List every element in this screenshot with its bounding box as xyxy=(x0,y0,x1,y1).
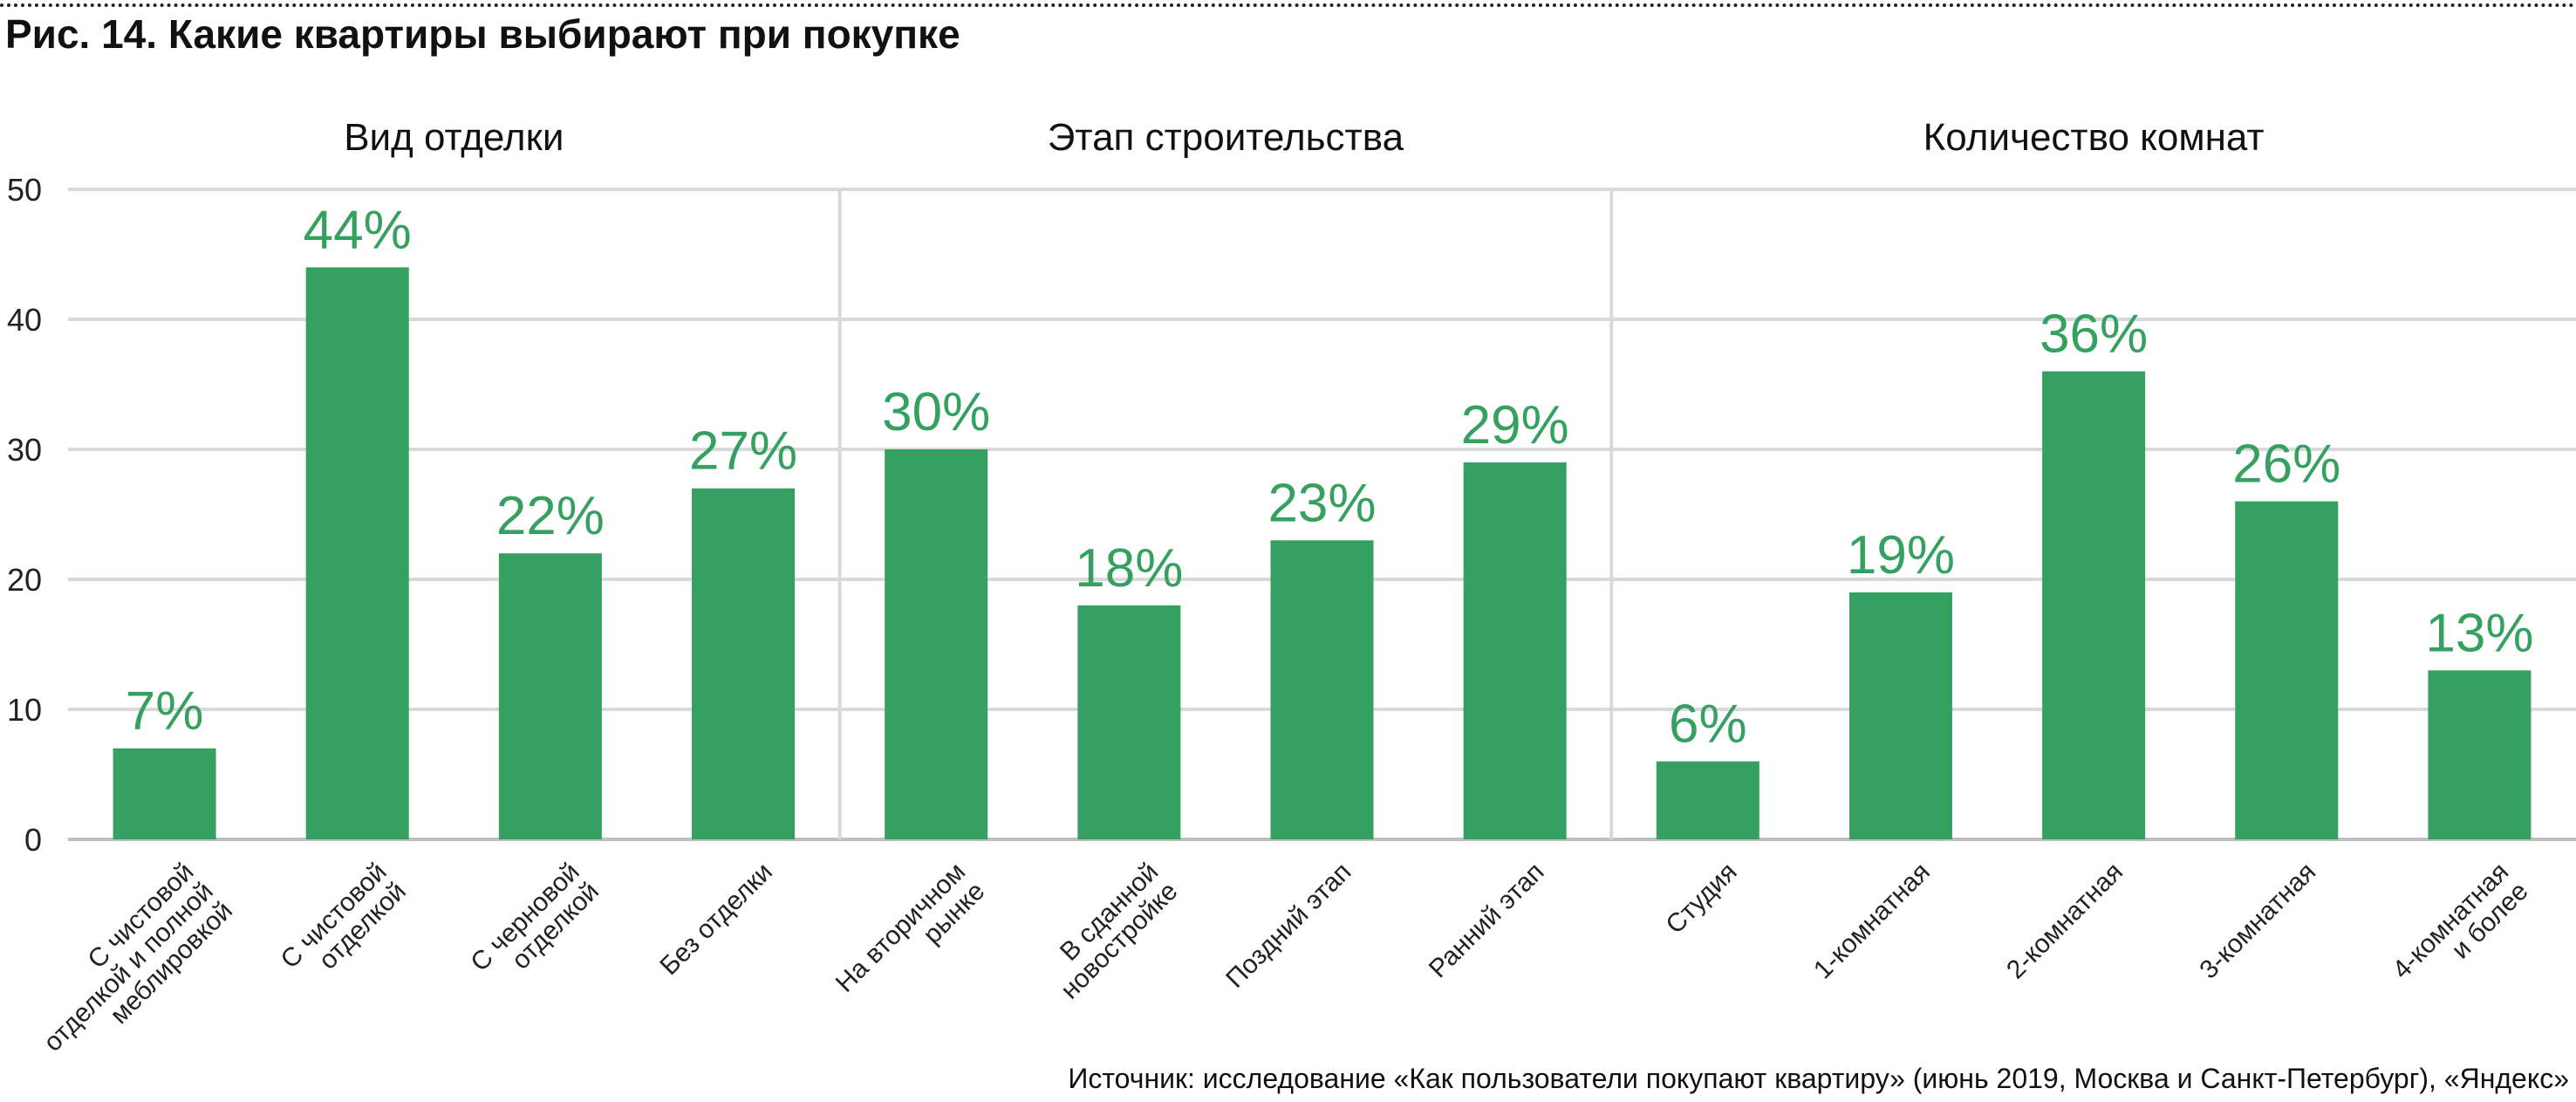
data-label: 13% xyxy=(2425,603,2533,663)
x-tick-label: 4-комнатнаяи более xyxy=(2387,858,2533,1004)
data-label: 29% xyxy=(1461,395,1569,455)
bar xyxy=(1463,462,1567,839)
group-header: Этап строительства xyxy=(1048,116,1404,159)
bar xyxy=(498,553,602,839)
bar xyxy=(2235,501,2339,839)
bar xyxy=(1656,761,1759,839)
bar xyxy=(692,488,796,839)
y-tick-label: 0 xyxy=(24,822,42,858)
data-label: 6% xyxy=(1669,695,1747,755)
group-header: Количество комнат xyxy=(1923,116,2265,159)
data-label: 30% xyxy=(882,382,990,442)
x-tick-label: Ранний этап xyxy=(1424,858,1550,984)
x-tick-label: Студия xyxy=(1660,858,1742,940)
x-tick-label: Без отделки xyxy=(654,858,778,982)
data-label: 7% xyxy=(126,681,204,742)
data-label: 19% xyxy=(1847,525,1955,585)
bar xyxy=(113,748,216,839)
bar xyxy=(305,267,409,839)
bar xyxy=(2428,670,2532,839)
top-dotted-rule xyxy=(0,3,2576,7)
y-tick-label: 40 xyxy=(7,302,42,338)
data-label: 26% xyxy=(2232,435,2340,495)
data-label: 23% xyxy=(1268,473,1376,533)
bar xyxy=(885,449,988,839)
y-tick-label: 10 xyxy=(7,692,42,728)
data-label: 22% xyxy=(496,486,605,546)
source-note: Источник: исследование «Как пользователи… xyxy=(1068,1063,2569,1094)
figure-title: Рис. 14. Какие квартиры выбирают при пок… xyxy=(5,11,960,57)
y-tick-label: 30 xyxy=(7,432,42,468)
x-tick-label: Поздний этап xyxy=(1220,858,1356,994)
x-tick-label: С чистовойотделкой и полноймеблировкой xyxy=(19,858,238,1077)
x-tick-label: В сданнойновостройке xyxy=(1035,858,1183,1005)
data-label: 18% xyxy=(1075,538,1183,599)
y-tick-label: 20 xyxy=(7,562,42,598)
x-tick-label: 3-комнатная xyxy=(2194,858,2321,985)
bar xyxy=(1270,540,1374,839)
data-label: 44% xyxy=(304,200,412,260)
x-tick-label: С черновойотделкой xyxy=(465,858,605,997)
x-tick-label: С чистовойотделкой xyxy=(276,858,412,994)
bar xyxy=(2042,371,2146,840)
x-tick-label: На вторичномрынке xyxy=(830,858,990,1017)
bar xyxy=(1848,592,1952,839)
bar xyxy=(1077,605,1181,839)
x-tick-label: 1-комнатная xyxy=(1808,858,1936,985)
data-label: 36% xyxy=(2040,305,2148,365)
data-label: 27% xyxy=(689,421,797,482)
group-header: Вид отделки xyxy=(344,116,564,159)
x-tick-label: 2-комнатная xyxy=(2001,858,2128,985)
y-tick-label: 50 xyxy=(7,172,42,208)
